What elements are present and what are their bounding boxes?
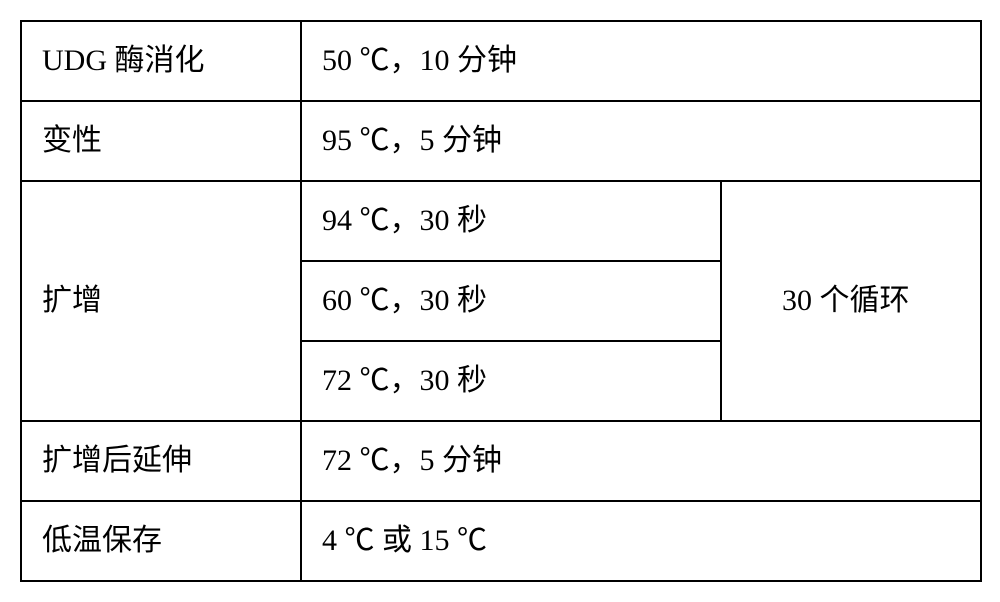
condition-cell: 72 ℃，30 秒 xyxy=(301,341,721,421)
step-cell: 低温保存 xyxy=(21,501,301,581)
step-cell: 变性 xyxy=(21,101,301,181)
condition-cell: 94 ℃，30 秒 xyxy=(301,181,721,261)
table-row: 扩增 94 ℃，30 秒 30 个循环 xyxy=(21,181,981,261)
table-row: 扩增后延伸 72 ℃，5 分钟 xyxy=(21,421,981,501)
table-row: UDG 酶消化 50 ℃，10 分钟 xyxy=(21,21,981,101)
cycles-cell: 30 个循环 xyxy=(721,181,981,421)
condition-cell: 4 ℃ 或 15 ℃ xyxy=(301,501,981,581)
step-cell: 扩增后延伸 xyxy=(21,421,301,501)
condition-cell: 95 ℃，5 分钟 xyxy=(301,101,981,181)
table-row: 变性 95 ℃，5 分钟 xyxy=(21,101,981,181)
step-cell: UDG 酶消化 xyxy=(21,21,301,101)
table-row: 低温保存 4 ℃ 或 15 ℃ xyxy=(21,501,981,581)
condition-cell: 50 ℃，10 分钟 xyxy=(301,21,981,101)
step-cell: 扩增 xyxy=(21,181,301,421)
condition-cell: 60 ℃，30 秒 xyxy=(301,261,721,341)
condition-cell: 72 ℃，5 分钟 xyxy=(301,421,981,501)
pcr-protocol-table: UDG 酶消化 50 ℃，10 分钟 变性 95 ℃，5 分钟 扩增 94 ℃，… xyxy=(20,20,982,582)
